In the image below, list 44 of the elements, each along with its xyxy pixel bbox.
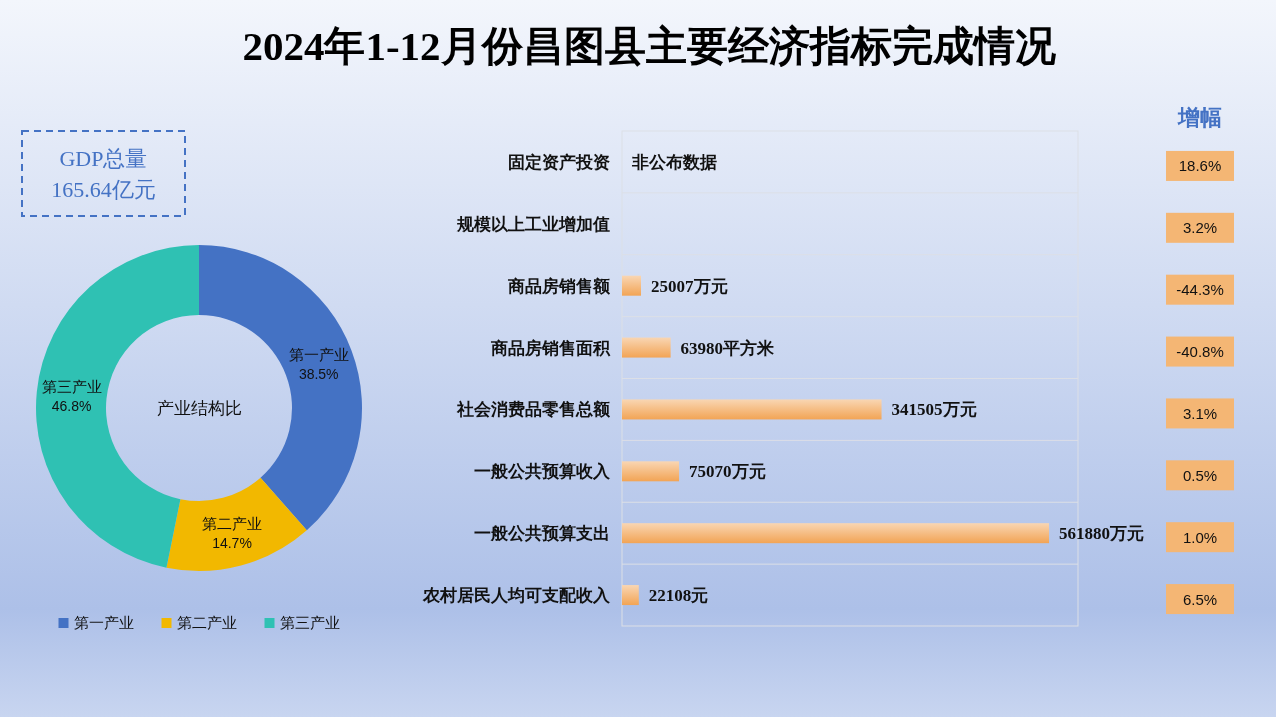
bar [622,585,639,606]
y-tick-label: 商品房销售额 [507,276,611,296]
data-label: 0.5% [1182,466,1218,484]
y-tick-label: 一般公共预算收入 [474,462,611,482]
bar [622,337,671,358]
y-tick-label: 一般公共预算支出 [474,524,610,544]
data-label: -40.8% [1176,343,1224,361]
text: 2024年1-12月份昌图县主要经济指标完成情况 [242,23,1056,69]
y-tick-label: 社会消费品零售总额 [456,400,611,420]
data-label: 38.5% [298,365,339,382]
text: GDP总量 [59,146,148,171]
text: 165.64亿元 [51,177,156,202]
data-label: 18.6% [1178,157,1222,175]
bar [622,399,882,420]
text: 非公布数据 [632,152,717,172]
bar [622,461,680,482]
data-label: 3.2% [1182,219,1218,237]
legend-label: 第三产业 [279,614,340,631]
data-label: 14.7% [212,534,252,551]
data-label: 63980平方米 [680,338,776,358]
data-label: 25007万元 [651,276,728,296]
data-label: 75070万元 [689,462,766,482]
legend-label: 第二产业 [176,614,237,631]
slice-label: 第二产业 [202,514,262,532]
data-label: 3.1% [1182,404,1218,422]
data-label: 46.8% [51,398,92,415]
slice-label: 第一产业 [288,345,349,363]
data-label: 341505万元 [891,400,977,420]
bar [622,275,642,296]
data-label: 6.5% [1182,590,1218,608]
y-tick-label: 农村居民人均可支配收入 [422,586,611,606]
data-label: 1.0% [1182,528,1218,546]
data-label: 22108元 [648,586,709,606]
legend-label: 第一产业 [73,614,134,631]
text: 增幅 [1177,105,1222,130]
slice-label: 第三产业 [41,378,102,396]
y-tick-label: 规模以上工业增加值 [456,214,610,234]
data-label: 561880万元 [1059,524,1145,544]
bar [622,523,1050,544]
text: 产业结构比 [156,399,242,418]
y-tick-label: 固定资产投资 [508,152,610,172]
donut-slice [166,477,307,571]
y-tick-label: 商品房销售面积 [490,338,611,358]
data-label: -44.3% [1176,281,1224,299]
